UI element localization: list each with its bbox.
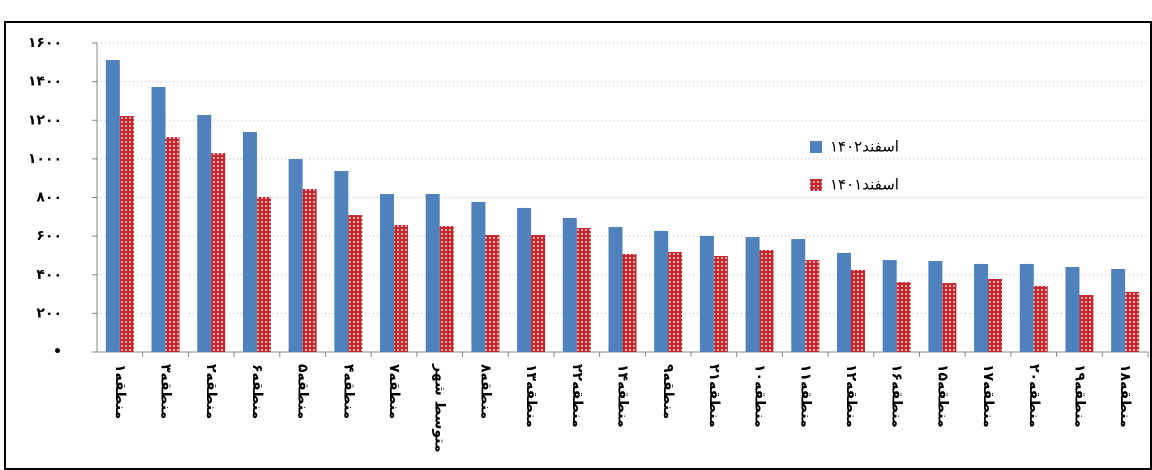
bar xyxy=(334,171,349,352)
bar xyxy=(348,215,363,352)
bar xyxy=(608,227,623,352)
y-tick-label: ۱۴۰۰ xyxy=(28,74,62,90)
bar xyxy=(1079,295,1094,352)
x-tick-label: منطقه۱۰ xyxy=(752,364,768,428)
bar xyxy=(974,263,989,352)
bar xyxy=(882,260,897,352)
bar xyxy=(836,252,851,352)
x-tick-label: منطقه۸ xyxy=(477,364,493,419)
x-tick-label: منطقه۲۰ xyxy=(1026,364,1042,428)
x-tick-label: منطقه۷ xyxy=(386,364,402,419)
x-tick-label: منطقه۱۸ xyxy=(1117,364,1133,428)
x-tick-label: منطقه۲۱ xyxy=(706,364,722,428)
legend-swatch xyxy=(810,179,822,191)
bar xyxy=(380,194,395,352)
bar xyxy=(197,115,212,353)
x-tick-label: منطقه۱۹ xyxy=(1071,364,1087,428)
x-tick-label: منطقه۱۳ xyxy=(523,364,539,428)
x-tick-label: منطقه۹ xyxy=(660,364,676,419)
bar xyxy=(988,278,1003,352)
x-tick-label: منطقه۱۴ xyxy=(615,364,631,428)
bar xyxy=(1111,268,1126,352)
x-tick-label: منطقه۲ xyxy=(203,364,219,419)
legend-swatch xyxy=(810,141,822,153)
bar xyxy=(439,226,454,352)
y-tick-label: ۱۰۰۰ xyxy=(28,151,62,167)
y-tick-label: ۸۰۰ xyxy=(36,190,62,206)
bar xyxy=(896,282,911,352)
bar xyxy=(394,224,409,352)
frame xyxy=(4,21,1152,470)
bar xyxy=(699,235,714,352)
x-tick-label: منطقه۱۷ xyxy=(980,364,996,428)
bar xyxy=(485,234,500,352)
bar xyxy=(165,137,180,352)
y-tick-label: ۱۲۰۰ xyxy=(28,112,62,128)
bar xyxy=(576,228,591,352)
bar xyxy=(1033,285,1048,352)
bar xyxy=(745,237,760,352)
x-tick-label: متوسط شهر xyxy=(432,363,448,453)
bar xyxy=(302,189,317,352)
bar xyxy=(668,251,683,352)
bar xyxy=(759,250,774,352)
bar xyxy=(791,239,806,352)
legend-label: اسفند۱۴۰۱ xyxy=(830,176,899,194)
x-tick-label: منطقه۶ xyxy=(249,364,265,419)
bar xyxy=(119,116,134,352)
x-tick-label: منطقه۱۲ xyxy=(843,364,859,428)
bar xyxy=(805,260,820,352)
bar xyxy=(211,153,226,352)
y-tick-label: ۶۰۰ xyxy=(36,228,62,244)
x-tick-label: منطقه۱۱ xyxy=(797,364,813,428)
x-tick-label: منطقه۴ xyxy=(340,364,356,419)
bar xyxy=(151,87,166,352)
bar xyxy=(242,132,257,352)
bar xyxy=(850,269,865,352)
x-tick-label: منطقه۵ xyxy=(295,364,311,419)
bar xyxy=(942,283,957,352)
bar xyxy=(1019,263,1034,352)
bar xyxy=(713,256,728,352)
bar xyxy=(256,196,271,352)
y-tick-label: ۲۰۰ xyxy=(36,305,62,321)
bar xyxy=(1125,291,1140,352)
bar xyxy=(1065,267,1080,352)
bar xyxy=(105,59,120,353)
bar xyxy=(425,194,440,352)
x-tick-label: منطقه۳ xyxy=(158,364,174,419)
y-tick-label: • xyxy=(53,344,62,360)
bar xyxy=(517,207,532,352)
bar xyxy=(471,201,486,352)
x-tick-label: منطقه۱۵ xyxy=(934,364,950,428)
bar xyxy=(654,230,669,352)
x-tick-label: منطقه۲۲ xyxy=(569,364,585,428)
legend-label: اسفند۱۴۰۲ xyxy=(830,138,899,156)
bar xyxy=(288,159,303,352)
x-tick-label: منطقه۱۶ xyxy=(889,364,905,428)
bar xyxy=(531,234,546,352)
x-tick-label: منطقه۱ xyxy=(112,364,128,419)
y-tick-label: ۱۶۰۰ xyxy=(28,35,62,51)
y-tick-label: ۴۰۰ xyxy=(36,267,62,283)
bar xyxy=(928,261,943,352)
bar xyxy=(562,217,577,352)
bar xyxy=(622,254,637,352)
